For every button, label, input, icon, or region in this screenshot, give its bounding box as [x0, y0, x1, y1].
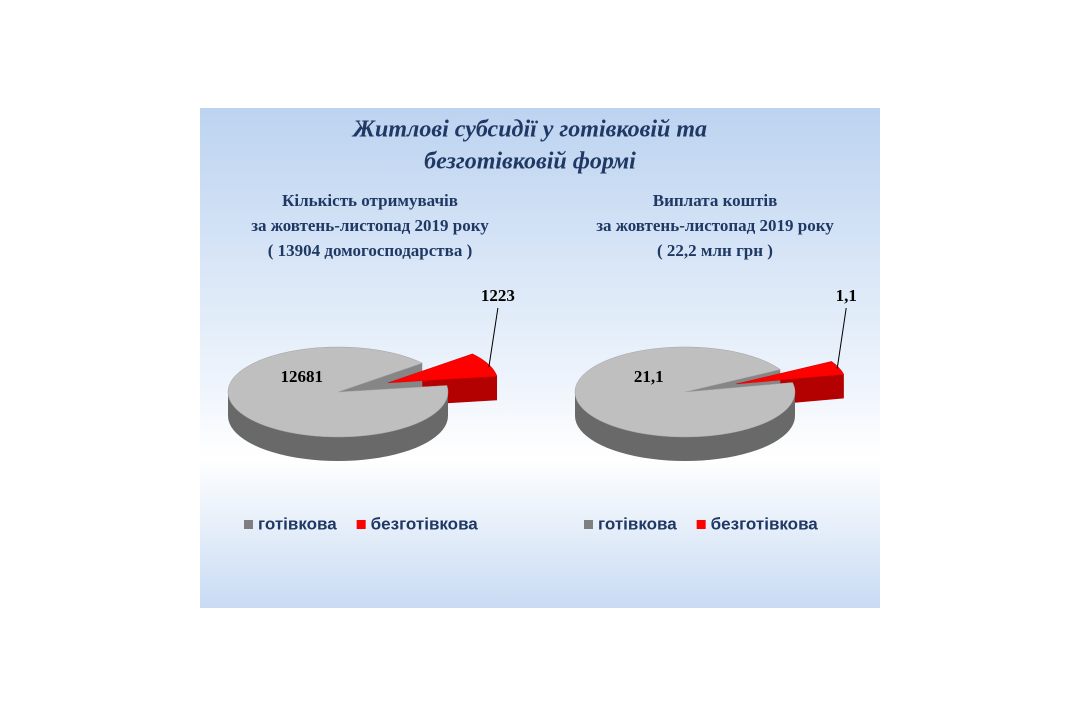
leader-line [836, 307, 847, 369]
pie-slice [574, 346, 796, 438]
chart-subtitle: за жовтень-листопад 2019 року [596, 216, 834, 235]
slice-side [575, 392, 795, 461]
legend-swatch [584, 520, 593, 529]
legend-label: готівкова [598, 514, 677, 533]
legend-swatch [244, 520, 253, 529]
legend-label: безготівкова [711, 514, 819, 533]
data-label: 12681 [280, 367, 323, 386]
data-label: 21,1 [634, 367, 664, 386]
pie-slice [388, 353, 498, 384]
pie-slice [227, 346, 449, 438]
legend-swatch [696, 520, 706, 529]
legend-label: безготівкова [371, 514, 479, 533]
slice-side [228, 392, 448, 461]
leader-line [488, 307, 499, 368]
slide-title: Житлові субсидії у готівковій та [351, 117, 707, 143]
data-label: 1,1 [836, 286, 857, 305]
chart-subtitle: ( 22,2 млн грн ) [657, 241, 773, 260]
pie-tops [227, 346, 498, 438]
chart-subtitle: за жовтень-листопад 2019 року [251, 216, 489, 235]
pie-slice [736, 361, 845, 385]
chart-subtitle: ( 13904 домогосподарства ) [268, 241, 472, 260]
slide-title: безготівковій формі [424, 149, 636, 175]
legend-label: готівкова [258, 514, 337, 533]
pie-tops [574, 346, 845, 438]
chart-subtitle: Виплата коштів [653, 191, 778, 210]
chart-subtitle: Кількість отримувачів [282, 191, 458, 210]
data-label: 1223 [481, 286, 515, 305]
legend-swatch [356, 520, 366, 529]
